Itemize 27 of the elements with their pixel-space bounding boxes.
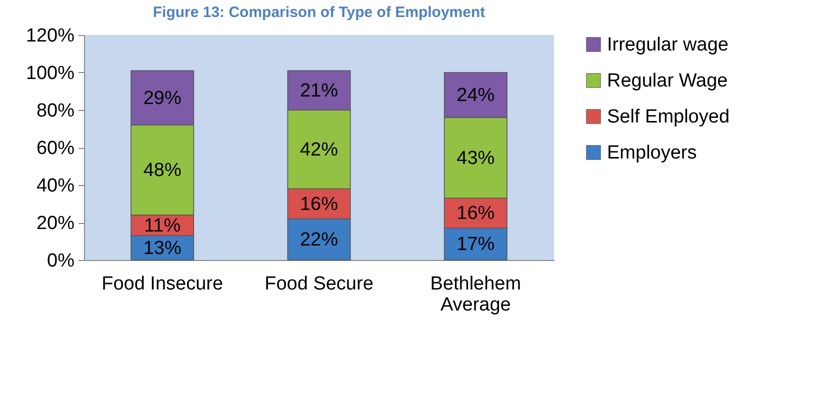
legend-label: Employers [607, 142, 697, 164]
legend-label: Irregular wage [607, 34, 728, 56]
x-tick-label: Bethlehem Average [430, 274, 522, 316]
data-label: 24% [456, 85, 495, 106]
y-tick-label: 40% [36, 176, 75, 196]
data-label: 16% [300, 194, 338, 215]
y-tick-label: 120% [26, 26, 75, 46]
y-tick-label: 80% [36, 100, 75, 122]
y-tick-label: 100% [26, 63, 75, 84]
y-tick-label: 20% [36, 213, 75, 234]
data-label: 16% [456, 203, 495, 224]
chart-title: Figure 13: Comparison of Type of Employment [152, 4, 486, 21]
x-tick-label: Food Secure [264, 274, 374, 294]
legend-label: Regular Wage [607, 70, 728, 92]
y-tick-label: 60% [36, 138, 75, 159]
data-label: 29% [143, 88, 182, 109]
data-label: 17% [456, 234, 495, 256]
data-label: 13% [143, 238, 182, 259]
data-label: 11% [144, 215, 181, 236]
data-label: 42% [300, 139, 338, 160]
legend-label: Self Employed [607, 106, 730, 128]
data-label: 21% [300, 80, 338, 102]
data-label: 43% [456, 148, 495, 169]
data-label: 22% [300, 229, 338, 250]
y-tick-label: 0% [47, 250, 75, 272]
data-label: 48% [143, 160, 182, 181]
x-tick-label: Food Insecure [102, 274, 224, 294]
